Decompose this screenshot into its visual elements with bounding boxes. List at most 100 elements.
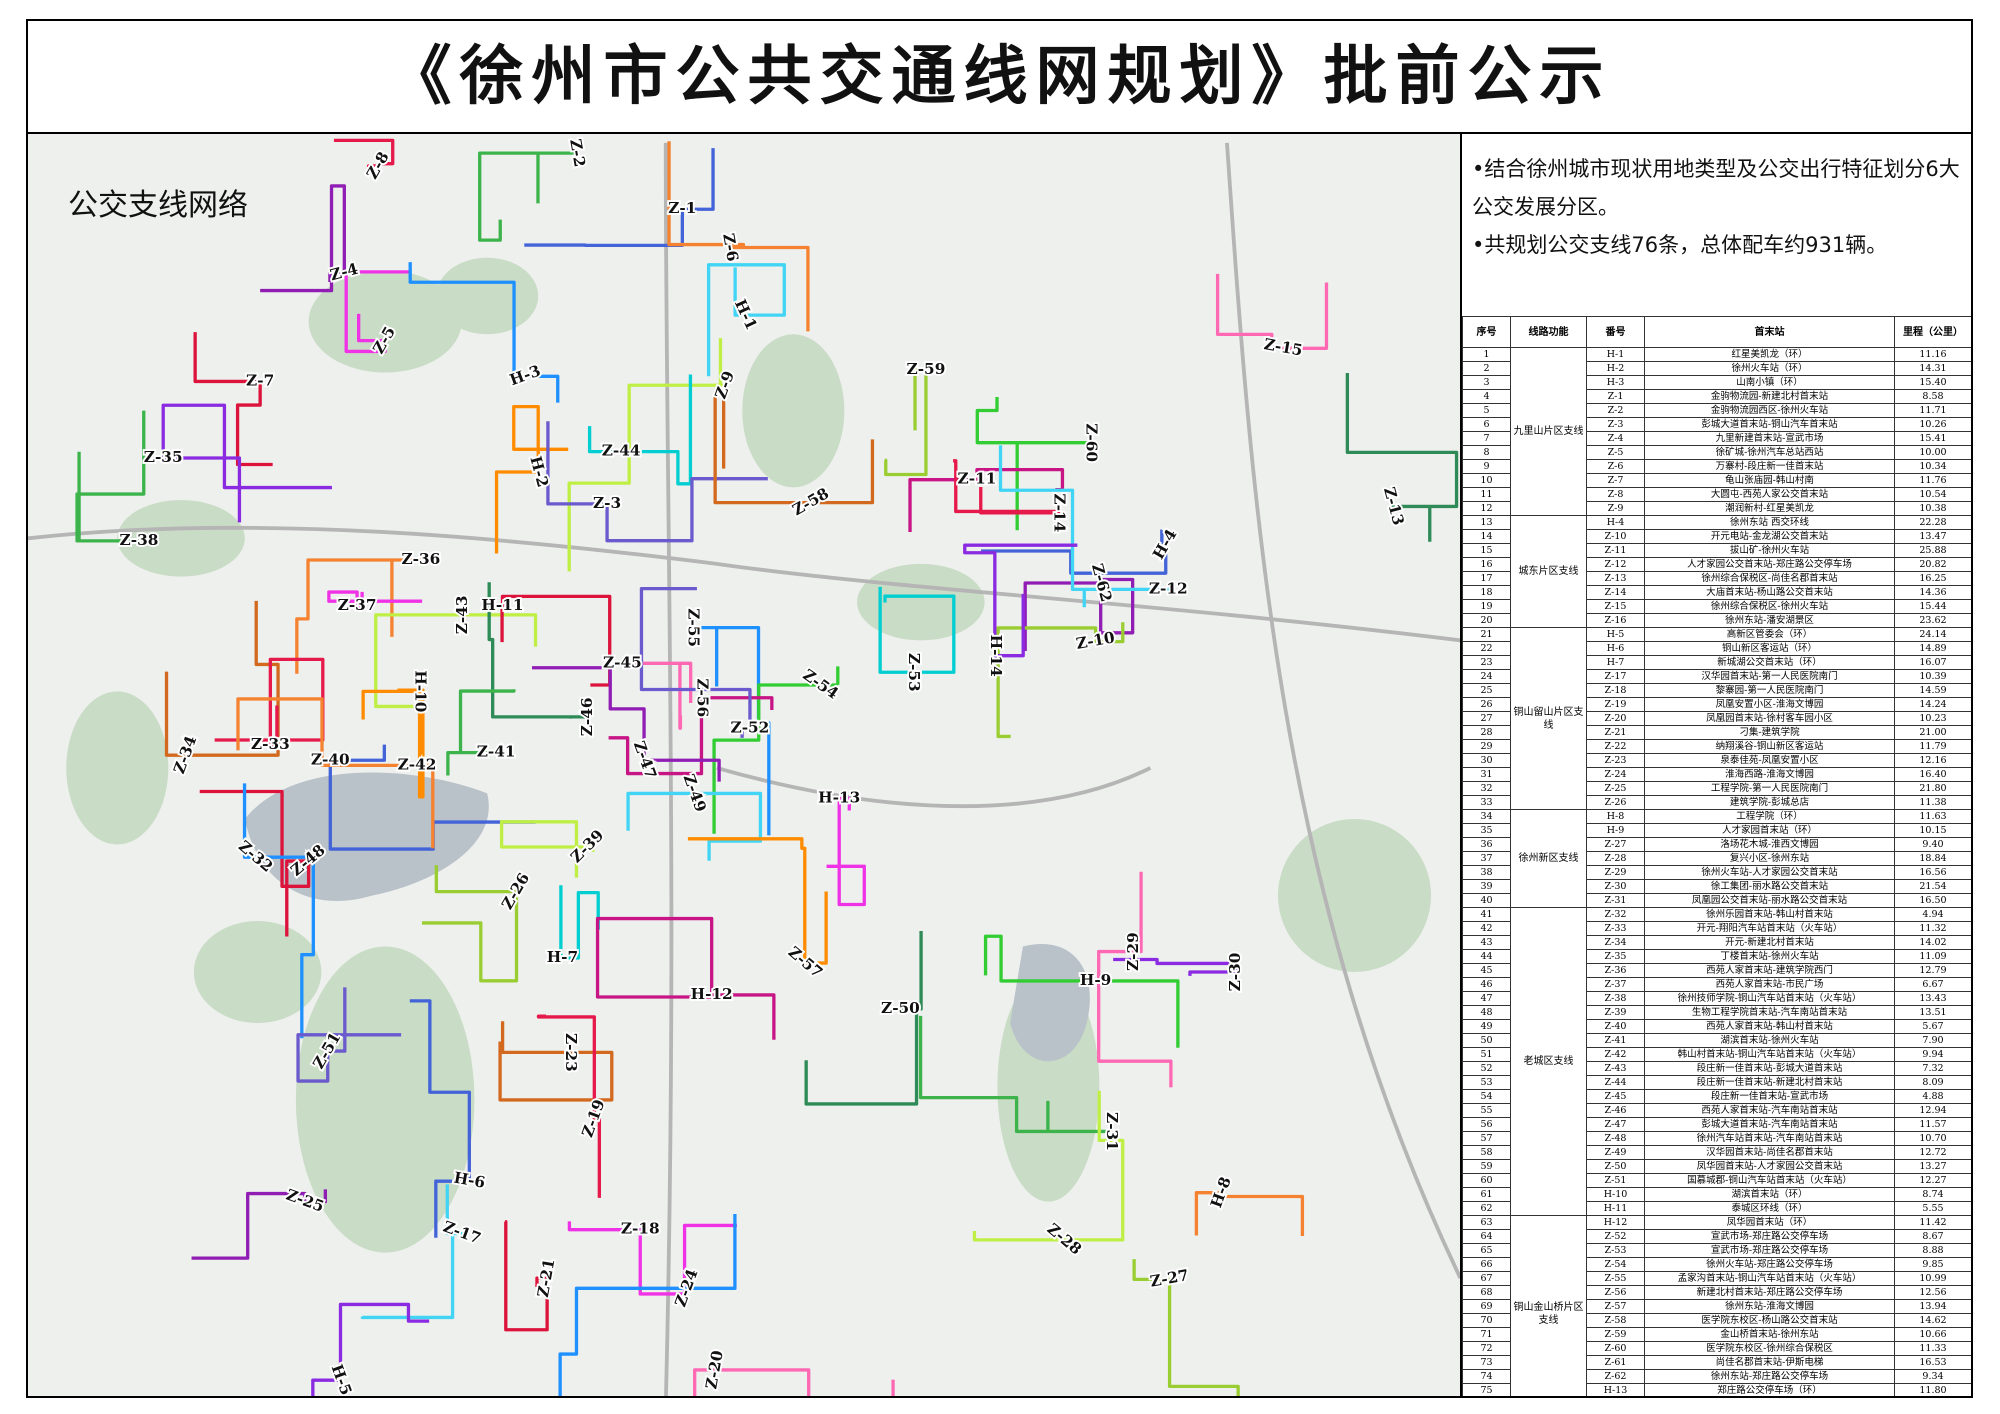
row-number: 73 [1462,1355,1511,1370]
route-code: Z-2 [1586,403,1645,418]
terminals: 工程学院（环） [1644,809,1895,824]
terminals: 段庄新一佳首末站-彭城大道首末站 [1644,1061,1895,1076]
terminals: 金驹物流园-新建北村首末站 [1644,389,1895,404]
length-km: 13.27 [1894,1159,1971,1174]
route-label: Z-12 [1149,579,1188,597]
length-km: 11.33 [1894,1341,1971,1356]
route-label: H-14 [987,635,1005,677]
terminals: 金驹物流园西区-徐州火车站 [1644,403,1895,418]
row-number: 49 [1462,1019,1511,1034]
row-number: 26 [1462,697,1511,712]
length-km: 11.09 [1894,949,1971,964]
route-code: Z-51 [1586,1173,1645,1188]
length-km: 13.94 [1894,1299,1971,1314]
route-line [344,270,409,354]
route-line [693,1368,895,1396]
route-label: H-4 [1149,526,1180,563]
route-label: Z-39 [567,826,607,866]
length-km: 13.47 [1894,529,1971,544]
length-km: 15.44 [1894,599,1971,614]
route-line [1113,957,1238,976]
terminals: 宣武市场-郑庄路公交停车场 [1644,1243,1895,1258]
route-code: H-10 [1586,1187,1645,1202]
route-code: Z-59 [1586,1327,1645,1342]
route-line [487,582,590,719]
table-row: 60 Z-51 国慕城郡-铜山汽车站首末站（火车站） 12.27 [1462,1173,1971,1188]
row-number: 33 [1462,795,1511,810]
terminals: 纳翔溪谷-铜山新区客运站 [1644,739,1895,754]
table-row: 10 Z-7 龟山张庙园-韩山村南 11.76 [1462,473,1971,488]
route-line [524,148,715,248]
route-code: Z-42 [1586,1047,1645,1062]
route-label: Z-36 [401,550,440,568]
route-label: H-7 [547,948,578,966]
route-line [536,1014,601,1198]
route-label: H-8 [1207,1174,1235,1210]
row-number: 38 [1462,865,1511,880]
route-code: Z-53 [1586,1243,1645,1258]
table-header: 序号 线路功能 番号 首末站 里程（公里） [1462,316,1971,348]
terminals: 拔山矿-徐州火车站 [1644,543,1895,558]
row-number: 19 [1462,599,1511,614]
table-row: 4 Z-1 金驹物流园-新建北村首末站 8.58 [1462,389,1971,404]
route-code: Z-49 [1586,1145,1645,1160]
row-number: 66 [1462,1257,1511,1272]
row-number: 72 [1462,1341,1511,1356]
terminals: 铜山新区客运站（环） [1644,641,1895,656]
terminals: 泰城区环线（环） [1644,1201,1895,1216]
route-line [214,657,325,747]
length-km: 11.63 [1894,809,1971,824]
row-number: 34 [1462,809,1511,824]
route-code: Z-14 [1586,585,1645,600]
table-row: 23 H-7 新城湖公交首末站（环） 16.07 [1462,655,1971,670]
row-number: 43 [1462,935,1511,950]
length-km: 11.57 [1894,1117,1971,1132]
table-row: 75 H-13 郑庄路公交停车场（环） 11.80 [1462,1383,1971,1396]
row-number: 28 [1462,725,1511,740]
table-row: 32 Z-25 工程学院-第一人民医院南门 21.80 [1462,781,1971,796]
function-cell: 徐州新区支线 [1510,809,1587,908]
route-line [667,141,810,332]
table-row: 21 铜山留山片区支线 H-5 高新区管委会（环） 24.14 [1462,627,1971,810]
lake [1010,944,1090,1062]
length-km: 10.70 [1894,1131,1971,1146]
route-label: Z-20 [702,1349,726,1390]
route-code: H-8 [1586,809,1645,824]
length-km: 13.51 [1894,1005,1971,1020]
length-km: 21.54 [1894,879,1971,894]
table-row: 13 城东片区支线 H-4 徐州东站 西交环线 22.28 [1462,515,1971,628]
route-line [983,934,1180,1048]
route-code: Z-62 [1586,1369,1645,1384]
route-label: Z-62 [1088,562,1115,604]
route-label: H-5 [328,1362,356,1396]
row-number: 61 [1462,1187,1511,1202]
row-number: 69 [1462,1299,1511,1314]
row-number: 27 [1462,711,1511,726]
route-line [558,1213,737,1396]
table-row: 62 H-11 泰城区环线（环） 5.55 [1462,1201,1971,1216]
route-line [620,661,693,730]
route-code: Z-39 [1586,1005,1645,1020]
route-line [884,368,928,477]
length-km: 15.41 [1894,431,1971,446]
route-table: 序号 线路功能 番号 首末站 里程（公里） 1 九里山片区支线 H-1 红星美凯龙（环） 11.… [1462,316,1971,1396]
route-label: Z-37 [338,596,377,614]
row-number: 12 [1462,501,1511,516]
row-number: 47 [1462,991,1511,1006]
route-code: Z-11 [1586,543,1645,558]
route-line [327,590,423,608]
terminals: 徐州乐园首末站-韩山村首末站 [1644,907,1895,922]
terminals: 尚佳名郡首末站-伊斯电梯 [1644,1355,1895,1370]
route-code: Z-34 [1586,935,1645,950]
row-number: 8 [1462,445,1511,460]
route-label: H-12 [691,985,733,1003]
terminals: 复兴小区-徐州东站 [1644,851,1895,866]
function-cell: 老城区支线 [1510,907,1587,1216]
terminals: 彭城大道首末站-汽车南站首末站 [1644,1117,1895,1132]
length-km: 8.09 [1894,1075,1971,1090]
route-line [690,625,771,836]
length-km: 21.00 [1894,725,1971,740]
terminals: 徐州汽车站首末站-汽车南站首末站 [1644,1131,1895,1146]
poster-frame: 《徐州市公共交通线网规划》批前公示 [26,19,1973,1398]
route-code: Z-43 [1586,1061,1645,1076]
